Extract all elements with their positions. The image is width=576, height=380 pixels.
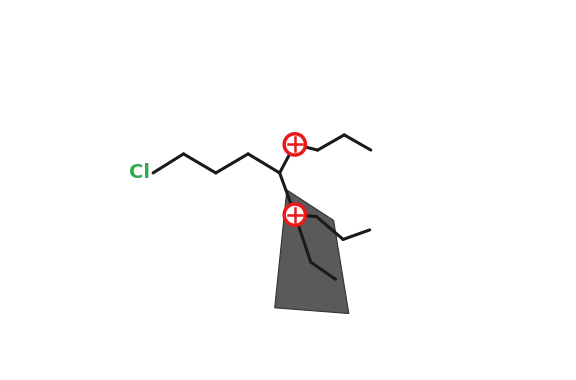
Polygon shape [275, 190, 349, 314]
Circle shape [284, 204, 305, 225]
Circle shape [284, 134, 305, 155]
Text: Cl: Cl [129, 163, 150, 182]
